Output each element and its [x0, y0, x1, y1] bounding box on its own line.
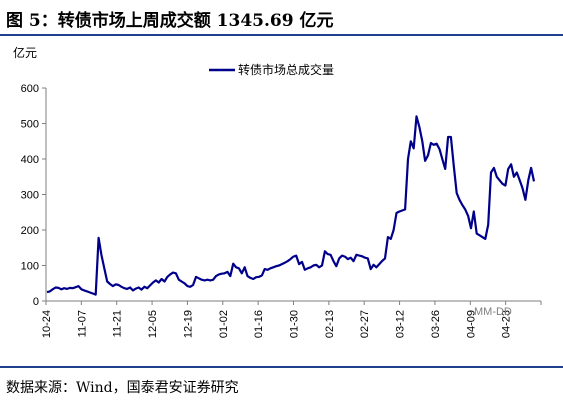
- figure-title: 图 5：转债市场上周成交额 1345.69 亿元: [6, 11, 334, 31]
- x-tick-label: 01-30: [289, 310, 301, 338]
- y-tick-label: 400: [21, 154, 39, 166]
- y-tick-label: 500: [21, 119, 39, 131]
- x-tick-label: 11-21: [112, 310, 124, 337]
- series-line-volume: [46, 115, 536, 296]
- x-tick-label: 10-24: [41, 310, 53, 338]
- line-chart: 0 100 200 300 400 500 600 10-24 11-07 11-21 12-05 1…: [21, 62, 542, 338]
- x-tick-label: 12-19: [182, 310, 194, 338]
- x-tick-label: 11-07: [76, 310, 88, 337]
- x-tick-label: 03-26: [430, 310, 442, 338]
- y-tick-label: 300: [21, 190, 39, 202]
- x-tick-label: 02-27: [359, 310, 371, 338]
- x-tick-label: 04-23: [501, 310, 513, 338]
- x-tick-label: 03-12: [395, 310, 407, 338]
- title-rule: [0, 34, 563, 36]
- y-tick-label: 100: [21, 261, 39, 273]
- x-tick-label: 04-09: [465, 310, 477, 338]
- legend-label: 转债市场总成交量: [238, 62, 334, 77]
- y-tick-label: 600: [21, 83, 39, 95]
- x-tick-label: 02-13: [324, 310, 336, 338]
- axis-format-annotation: MM-DD: [474, 306, 512, 318]
- x-tick-label: 01-16: [253, 310, 265, 338]
- x-tick-label: 01-02: [218, 310, 230, 338]
- x-tick-label: 12-05: [147, 310, 159, 338]
- source-note: 数据来源：Wind，国泰君安证券研究: [6, 380, 239, 396]
- y-axis-unit: 亿元: [13, 46, 38, 60]
- source-rule: [0, 366, 563, 368]
- y-tick-label: 200: [21, 225, 39, 237]
- y-tick-label: 0: [33, 296, 39, 308]
